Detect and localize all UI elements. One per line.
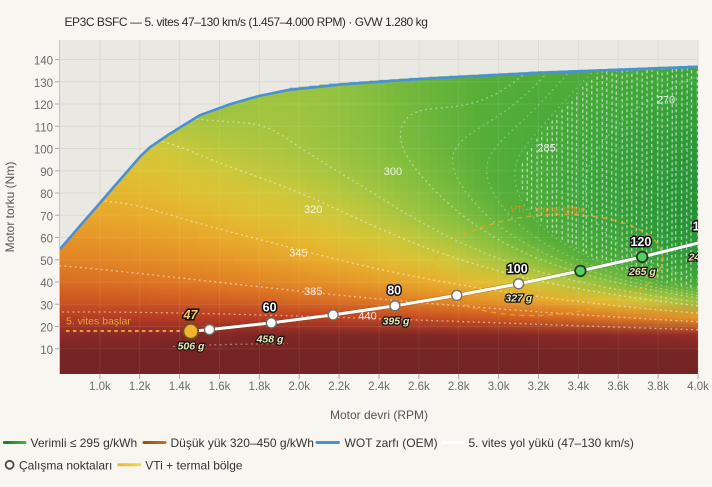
svg-text:50: 50: [40, 256, 53, 268]
svg-text:60: 60: [40, 234, 53, 246]
svg-text:285: 285: [537, 142, 555, 154]
svg-text:30: 30: [40, 300, 53, 312]
svg-text:1.8k: 1.8k: [249, 381, 271, 393]
svg-text:140: 140: [34, 56, 53, 68]
svg-text:395 g: 395 g: [383, 315, 410, 327]
svg-text:40: 40: [40, 278, 53, 290]
svg-text:120: 120: [34, 100, 53, 112]
svg-text:5. vites başlar: 5. vites başlar: [66, 316, 131, 328]
svg-text:2.6k: 2.6k: [408, 381, 430, 393]
svg-text:2.0k: 2.0k: [288, 381, 310, 393]
svg-text:VTi + termal bölge: VTi + termal bölge: [510, 205, 585, 216]
svg-text:130: 130: [693, 220, 712, 234]
svg-text:385: 385: [304, 286, 322, 298]
svg-text:WOT zarfı (OEM): WOT zarfı (OEM): [345, 436, 438, 450]
svg-text:3.2k: 3.2k: [528, 381, 550, 393]
svg-text:110: 110: [35, 122, 53, 134]
svg-text:300: 300: [384, 166, 402, 178]
svg-text:130: 130: [34, 78, 53, 90]
svg-text:1.4k: 1.4k: [169, 381, 191, 393]
svg-text:3.8k: 3.8k: [647, 381, 669, 393]
svg-text:5. vites yol yükü (47–130 km/s: 5. vites yol yükü (47–130 km/s): [469, 436, 634, 450]
svg-text:270: 270: [657, 94, 675, 106]
svg-text:246 g: 246 g: [688, 251, 712, 263]
svg-text:100: 100: [34, 145, 53, 157]
svg-text:265 g: 265 g: [628, 266, 656, 278]
svg-text:20: 20: [40, 323, 53, 335]
svg-text:3.6k: 3.6k: [607, 381, 629, 393]
svg-text:10: 10: [40, 345, 53, 357]
svg-text:70: 70: [40, 211, 53, 223]
svg-text:Verimli ≤ 295 g/kWh: Verimli ≤ 295 g/kWh: [31, 436, 138, 450]
svg-text:1.6k: 1.6k: [209, 381, 231, 393]
svg-text:Çalışma noktaları: Çalışma noktaları: [19, 458, 112, 472]
svg-text:3.0k: 3.0k: [488, 381, 510, 393]
svg-text:47: 47: [183, 308, 199, 322]
svg-text:Motor devri (RPM): Motor devri (RPM): [330, 408, 428, 422]
svg-text:345: 345: [289, 248, 307, 260]
svg-text:EP3C BSFC — 5. vites 47–130 km: EP3C BSFC — 5. vites 47–130 km/s (1.457–…: [65, 15, 428, 29]
svg-text:Motor torku (Nm): Motor torku (Nm): [3, 162, 17, 253]
svg-text:90: 90: [40, 167, 53, 179]
svg-text:4.0k: 4.0k: [687, 381, 709, 393]
svg-text:327 g: 327 g: [505, 292, 532, 304]
svg-text:1.2k: 1.2k: [129, 381, 151, 393]
svg-text:440: 440: [358, 310, 376, 322]
svg-text:2.4k: 2.4k: [368, 381, 390, 393]
svg-text:1.0k: 1.0k: [89, 381, 111, 393]
svg-text:120: 120: [630, 235, 651, 249]
svg-text:80: 80: [40, 189, 53, 201]
svg-text:80: 80: [387, 284, 401, 298]
svg-text:100: 100: [507, 262, 528, 276]
svg-text:3.4k: 3.4k: [568, 381, 590, 393]
svg-text:VTi + termal bölge: VTi + termal bölge: [145, 458, 243, 472]
svg-text:320: 320: [304, 204, 322, 216]
svg-text:2.2k: 2.2k: [328, 381, 350, 393]
svg-text:506 g: 506 g: [178, 340, 205, 352]
svg-text:Düşük yük 320–450 g/kWh: Düşük yük 320–450 g/kWh: [171, 436, 314, 450]
svg-text:458 g: 458 g: [256, 333, 284, 345]
svg-text:60: 60: [263, 301, 277, 315]
svg-text:2.8k: 2.8k: [448, 381, 470, 393]
